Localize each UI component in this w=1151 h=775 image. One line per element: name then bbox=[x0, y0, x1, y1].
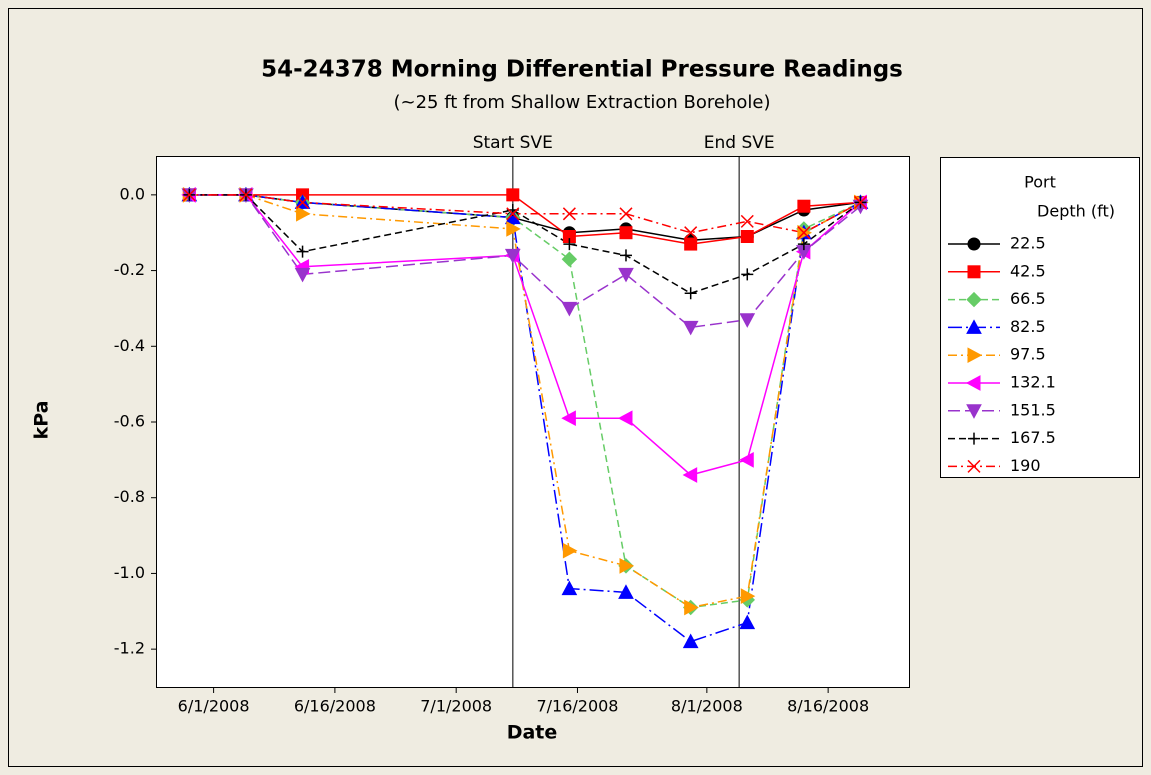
marker bbox=[562, 207, 576, 221]
chart-title: 54-24378 Morning Differential Pressure R… bbox=[261, 57, 903, 83]
marker bbox=[684, 226, 698, 240]
marker bbox=[966, 319, 982, 334]
legend-label: 22.5 bbox=[1010, 234, 1046, 253]
marker bbox=[561, 251, 578, 267]
x-tick-label: 7/1/2008 bbox=[420, 697, 492, 716]
series-line bbox=[189, 194, 861, 295]
marker bbox=[506, 188, 520, 202]
marker bbox=[506, 221, 521, 237]
x-tick-label: 8/1/2008 bbox=[671, 697, 743, 716]
marker bbox=[296, 245, 309, 258]
legend-label: 82.5 bbox=[1010, 317, 1046, 336]
y-axis-label: kPa bbox=[31, 401, 53, 440]
legend-title: Depth (ft) bbox=[1037, 202, 1115, 221]
marker bbox=[619, 207, 633, 221]
marker bbox=[504, 248, 521, 264]
marker bbox=[561, 410, 576, 427]
marker bbox=[182, 188, 196, 202]
legend-title: Port bbox=[1024, 173, 1056, 192]
marker bbox=[966, 404, 982, 419]
marker bbox=[967, 237, 981, 251]
legend-label: 97.5 bbox=[1010, 345, 1046, 364]
series-line bbox=[189, 194, 861, 245]
marker bbox=[853, 195, 868, 209]
y-tick-label: -1.0 bbox=[114, 563, 145, 582]
y-tick-label: -0.8 bbox=[114, 487, 145, 506]
legend-label: 42.5 bbox=[1010, 261, 1046, 280]
marker bbox=[682, 467, 698, 483]
marker bbox=[682, 633, 699, 649]
marker bbox=[684, 287, 697, 300]
annotation: End SVE bbox=[704, 133, 775, 153]
marker bbox=[561, 580, 578, 596]
y-tick-label: -0.4 bbox=[114, 336, 145, 355]
marker bbox=[967, 265, 981, 279]
marker bbox=[618, 584, 634, 599]
marker bbox=[968, 432, 980, 445]
marker bbox=[739, 452, 754, 468]
y-tick-label: -0.6 bbox=[114, 412, 145, 431]
series-line bbox=[189, 194, 861, 329]
x-axis-label: Date bbox=[507, 722, 558, 744]
x-tick-label: 7/16/2008 bbox=[536, 697, 618, 716]
series-line bbox=[189, 194, 861, 234]
y-tick-label: -1.2 bbox=[114, 639, 145, 658]
chart-subtitle: (~25 ft from Shallow Extraction Borehole… bbox=[393, 92, 770, 113]
marker bbox=[740, 588, 756, 604]
marker bbox=[739, 614, 756, 630]
marker bbox=[294, 267, 311, 283]
marker bbox=[797, 226, 811, 240]
marker bbox=[619, 558, 635, 574]
marker bbox=[967, 459, 981, 473]
marker bbox=[684, 599, 699, 616]
plot-area bbox=[156, 156, 910, 688]
marker bbox=[797, 199, 811, 213]
marker bbox=[739, 313, 756, 328]
marker bbox=[617, 410, 633, 427]
x-tick-label: 6/16/2008 bbox=[294, 697, 376, 716]
annotation: Start SVE bbox=[473, 133, 553, 153]
marker bbox=[618, 267, 634, 283]
frame bbox=[8, 8, 1143, 767]
marker bbox=[296, 195, 310, 209]
marker bbox=[682, 320, 699, 336]
series-line bbox=[189, 194, 861, 609]
x-tick-label: 8/16/2008 bbox=[787, 697, 869, 716]
x-tick-label: 6/1/2008 bbox=[178, 697, 250, 716]
marker bbox=[561, 301, 578, 317]
y-tick-label: 0.0 bbox=[120, 184, 145, 203]
marker bbox=[619, 226, 633, 240]
marker bbox=[797, 238, 810, 251]
y-tick-label: -0.2 bbox=[114, 260, 145, 279]
marker bbox=[684, 237, 698, 251]
marker bbox=[967, 347, 983, 364]
legend-label: 151.5 bbox=[1010, 400, 1056, 419]
series-line bbox=[189, 194, 861, 643]
series-line bbox=[189, 194, 861, 476]
legend bbox=[940, 157, 1140, 478]
legend-label: 132.1 bbox=[1010, 373, 1056, 392]
marker bbox=[741, 268, 754, 281]
marker bbox=[562, 542, 578, 559]
marker bbox=[563, 238, 576, 251]
marker bbox=[619, 249, 632, 262]
marker bbox=[740, 214, 754, 228]
marker bbox=[506, 207, 520, 221]
legend-label: 167.5 bbox=[1010, 428, 1056, 447]
legend-label: 66.5 bbox=[1010, 289, 1046, 308]
marker bbox=[296, 205, 311, 222]
marker bbox=[239, 188, 253, 202]
marker bbox=[740, 230, 754, 243]
marker bbox=[966, 291, 982, 308]
legend-label: 190 bbox=[1010, 456, 1041, 475]
marker bbox=[965, 375, 981, 391]
